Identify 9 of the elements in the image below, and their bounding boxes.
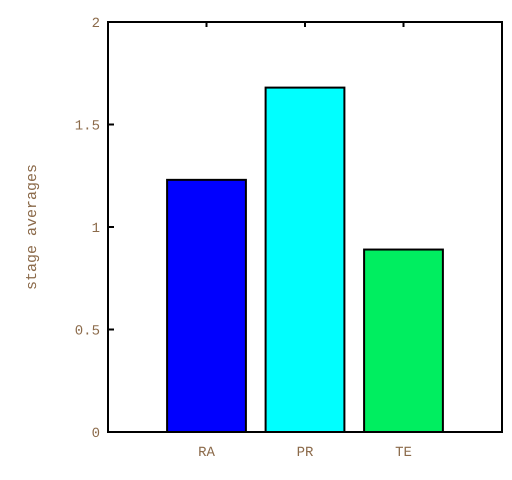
x-tick-label: PR xyxy=(296,445,314,461)
x-tick-label: TE xyxy=(395,445,412,461)
y-axis-title: stage averages xyxy=(24,164,41,290)
y-tick-label: 1 xyxy=(92,220,100,237)
y-tick-label: 0.5 xyxy=(74,323,100,340)
y-tick-label: 1.5 xyxy=(74,118,100,134)
x-tick-label: RA xyxy=(198,445,216,461)
y-tick-label: 2 xyxy=(92,16,100,32)
y-tick-label: 0 xyxy=(92,426,100,442)
